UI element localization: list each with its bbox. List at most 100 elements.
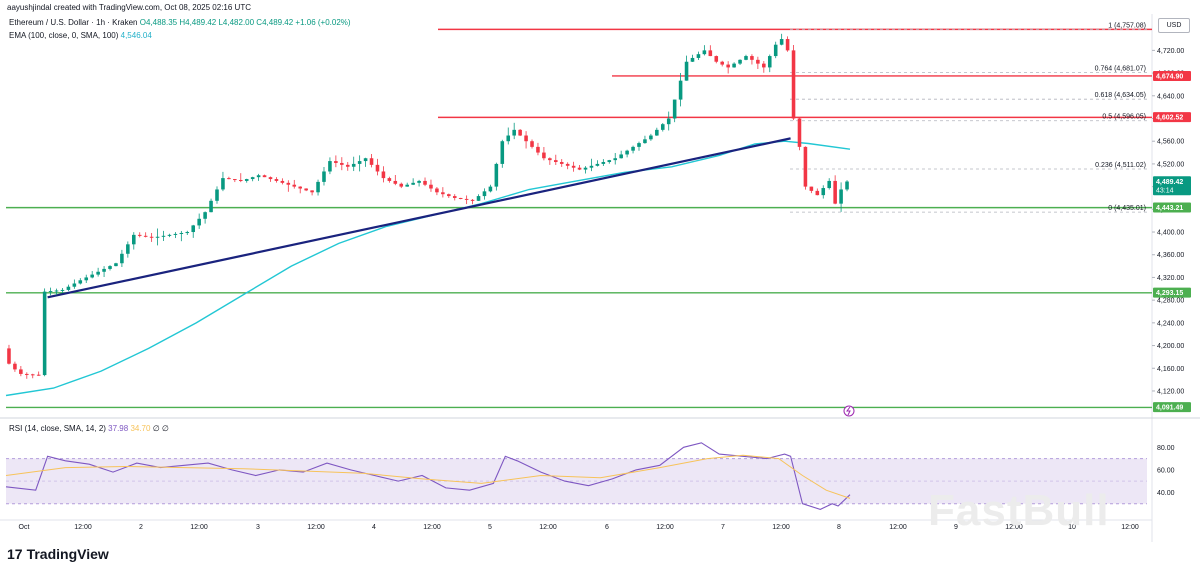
candle-body[interactable] — [132, 234, 136, 245]
candle-body[interactable] — [96, 271, 100, 275]
candle-body[interactable] — [19, 369, 23, 374]
candle-body[interactable] — [411, 182, 415, 185]
candle-body[interactable] — [108, 266, 112, 269]
candle-body[interactable] — [559, 162, 564, 164]
candle-body[interactable] — [500, 141, 505, 164]
candle-body[interactable] — [726, 64, 730, 68]
candle-body[interactable] — [512, 129, 516, 136]
candle-body[interactable] — [268, 177, 273, 180]
candle-body[interactable] — [286, 182, 291, 185]
candle-body[interactable] — [470, 199, 475, 201]
price-tag[interactable] — [1153, 112, 1191, 123]
candle-body[interactable] — [209, 200, 213, 213]
candle-body[interactable] — [839, 189, 843, 204]
candle-body[interactable] — [30, 374, 35, 376]
candle-body[interactable] — [619, 154, 623, 159]
candle-body[interactable] — [387, 178, 392, 181]
rsi-ma-line[interactable] — [5, 454, 851, 499]
candle-body[interactable] — [565, 163, 570, 166]
candle-body[interactable] — [357, 161, 362, 164]
candle-body[interactable] — [476, 196, 481, 201]
candle-body[interactable] — [185, 232, 190, 234]
candle-body[interactable] — [417, 180, 421, 183]
candle-body[interactable] — [827, 180, 831, 189]
candle-body[interactable] — [351, 163, 356, 167]
candle-body[interactable] — [708, 50, 713, 57]
candle-body[interactable] — [191, 225, 196, 233]
candle-body[interactable] — [464, 198, 469, 200]
candle-body[interactable] — [458, 197, 463, 199]
candle-body[interactable] — [684, 61, 689, 81]
candle-body[interactable] — [637, 143, 641, 147]
ema-line[interactable] — [5, 140, 851, 397]
price-tag[interactable] — [1153, 176, 1191, 196]
candle-body[interactable] — [542, 152, 546, 159]
candle-body[interactable] — [7, 348, 11, 364]
candle-body[interactable] — [601, 162, 606, 164]
candle-body[interactable] — [797, 118, 802, 147]
candle-body[interactable] — [821, 188, 826, 196]
candle-body[interactable] — [452, 196, 457, 198]
price-tag[interactable] — [1153, 202, 1191, 213]
candle-body[interactable] — [756, 59, 760, 64]
candle-body[interactable] — [536, 146, 540, 153]
candle-body[interactable] — [90, 274, 94, 278]
candle-body[interactable] — [250, 177, 255, 180]
candle-body[interactable] — [137, 234, 142, 236]
candle-body[interactable] — [773, 44, 778, 57]
candle-body[interactable] — [524, 135, 528, 142]
candle-body[interactable] — [393, 180, 398, 184]
candle-body[interactable] — [316, 181, 320, 193]
candle-body[interactable] — [767, 56, 772, 68]
candle-body[interactable] — [405, 184, 409, 187]
candle-body[interactable] — [702, 50, 707, 55]
candle-body[interactable] — [845, 181, 849, 190]
candle-body[interactable] — [48, 291, 53, 293]
candle-body[interactable] — [791, 50, 796, 119]
candle-body[interactable] — [506, 135, 511, 142]
candle-body[interactable] — [42, 291, 47, 376]
candle-body[interactable] — [36, 374, 41, 376]
candle-body[interactable] — [244, 179, 249, 181]
candle-body[interactable] — [815, 190, 820, 196]
candle-body[interactable] — [126, 244, 130, 254]
candle-body[interactable] — [215, 189, 219, 201]
candle-body[interactable] — [666, 118, 671, 125]
candle-body[interactable] — [696, 54, 701, 58]
candle-body[interactable] — [179, 232, 184, 234]
candle-body[interactable] — [744, 56, 748, 60]
price-tag[interactable] — [1153, 287, 1191, 298]
candle-body[interactable] — [738, 59, 742, 64]
candle-body[interactable] — [72, 283, 77, 287]
candle-body[interactable] — [298, 186, 302, 189]
candle-body[interactable] — [334, 161, 338, 163]
candle-body[interactable] — [149, 236, 154, 238]
candle-body[interactable] — [441, 192, 445, 195]
candle-body[interactable] — [803, 146, 808, 187]
candle-body[interactable] — [649, 135, 653, 140]
candle-body[interactable] — [631, 146, 635, 151]
candle-body[interactable] — [167, 234, 172, 236]
candle-body[interactable] — [435, 188, 439, 193]
candle-body[interactable] — [482, 191, 487, 197]
candle-body[interactable] — [554, 160, 558, 163]
candle-body[interactable] — [720, 61, 724, 65]
candle-body[interactable] — [660, 124, 665, 130]
candle-body[interactable] — [274, 179, 279, 181]
candle-body[interactable] — [518, 129, 522, 136]
candle-body[interactable] — [233, 179, 237, 181]
ema-legend[interactable]: EMA (100, close, 0, SMA, 100) 4,546.04 — [9, 31, 152, 40]
candle-body[interactable] — [809, 186, 814, 191]
candle-body[interactable] — [197, 218, 201, 226]
candle-body[interactable] — [161, 235, 166, 237]
price-tag[interactable] — [1153, 70, 1191, 81]
candle-body[interactable] — [577, 167, 582, 170]
candle-body[interactable] — [203, 212, 207, 219]
candle-body[interactable] — [143, 235, 148, 237]
candle-body[interactable] — [227, 178, 231, 180]
candle-body[interactable] — [155, 236, 160, 238]
candle-body[interactable] — [328, 161, 332, 172]
candle-body[interactable] — [779, 39, 784, 45]
candle-body[interactable] — [369, 158, 374, 165]
